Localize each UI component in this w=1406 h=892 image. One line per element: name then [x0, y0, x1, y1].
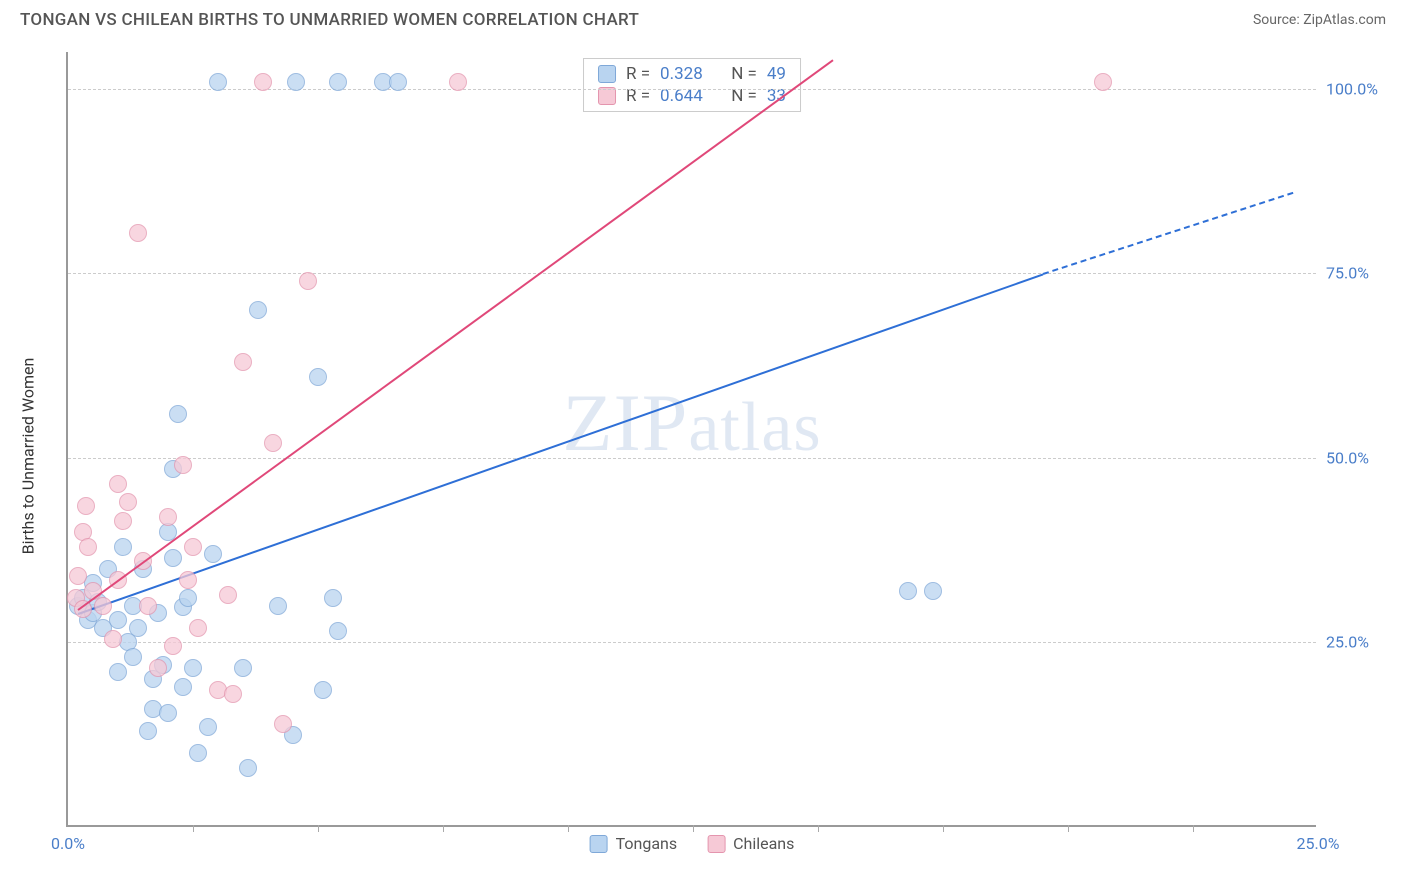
data-point: [179, 589, 197, 607]
stat-n-label: N =: [731, 64, 757, 84]
stat-r-label: R =: [626, 64, 650, 84]
data-point: [239, 759, 257, 777]
data-point: [104, 630, 122, 648]
data-point: [129, 224, 147, 242]
legend-label: Tongans: [616, 834, 678, 853]
data-point: [264, 434, 282, 452]
stat-r-value: 0.328: [660, 64, 703, 84]
data-point: [309, 368, 327, 386]
data-point: [199, 718, 217, 736]
data-point: [174, 678, 192, 696]
data-point: [109, 611, 127, 629]
plot-area: ZIPatlas R = 0.328 N = 49R = 0.644 N = 3…: [66, 52, 1316, 827]
chart-container: Births to Unmarried Women ZIPatlas R = 0…: [20, 46, 1386, 866]
x-minor-tick: [1068, 825, 1069, 832]
data-point: [254, 73, 272, 91]
x-minor-tick: [568, 825, 569, 832]
data-point: [269, 597, 287, 615]
legend-item: Tongans: [590, 834, 678, 853]
source-label: Source: ZipAtlas.com: [1253, 12, 1386, 28]
data-point: [119, 493, 137, 511]
data-point: [139, 722, 157, 740]
data-point: [169, 405, 187, 423]
data-point: [114, 538, 132, 556]
data-point: [77, 497, 95, 515]
data-point: [109, 475, 127, 493]
trend-line: [1043, 192, 1294, 275]
data-point: [164, 549, 182, 567]
data-point: [209, 73, 227, 91]
data-point: [149, 659, 167, 677]
data-point: [139, 597, 157, 615]
stats-row: R = 0.328 N = 49: [598, 63, 786, 85]
x-minor-tick: [818, 825, 819, 832]
stats-box: R = 0.328 N = 49R = 0.644 N = 33: [583, 58, 801, 112]
trend-line: [78, 273, 1044, 614]
data-point: [299, 272, 317, 290]
data-point: [124, 648, 142, 666]
y-tick-label: 100.0%: [1326, 79, 1386, 98]
data-point: [129, 619, 147, 637]
data-point: [274, 715, 292, 733]
x-minor-tick: [693, 825, 694, 832]
data-point: [219, 586, 237, 604]
data-point: [69, 567, 87, 585]
chart-title: TONGAN VS CHILEAN BIRTHS TO UNMARRIED WO…: [20, 10, 639, 30]
legend-item: Chileans: [707, 834, 794, 853]
data-point: [164, 637, 182, 655]
data-point: [249, 301, 267, 319]
data-point: [174, 456, 192, 474]
data-point: [287, 73, 305, 91]
legend-label: Chileans: [733, 834, 794, 853]
data-point: [184, 659, 202, 677]
data-point: [94, 597, 112, 615]
trend-line: [77, 60, 833, 611]
x-minor-tick: [318, 825, 319, 832]
gridline: [68, 458, 1316, 459]
data-point: [159, 508, 177, 526]
x-minor-tick: [193, 825, 194, 832]
data-point: [189, 744, 207, 762]
data-point: [389, 73, 407, 91]
data-point: [224, 685, 242, 703]
legend-swatch: [598, 65, 616, 83]
watermark: ZIPatlas: [562, 376, 821, 470]
gridline: [68, 89, 1316, 90]
legend-swatch: [707, 835, 725, 853]
data-point: [159, 704, 177, 722]
data-point: [234, 353, 252, 371]
data-point: [329, 73, 347, 91]
data-point: [449, 73, 467, 91]
y-tick-label: 50.0%: [1326, 448, 1386, 467]
data-point: [79, 538, 97, 556]
x-minor-tick: [1193, 825, 1194, 832]
y-tick-label: 25.0%: [1326, 633, 1386, 652]
data-point: [204, 545, 222, 563]
data-point: [314, 681, 332, 699]
x-minor-tick: [943, 825, 944, 832]
data-point: [1094, 73, 1112, 91]
data-point: [234, 659, 252, 677]
gridline: [68, 642, 1316, 643]
y-axis-label: Births to Unmarried Women: [19, 358, 38, 555]
data-point: [114, 512, 132, 530]
data-point: [109, 663, 127, 681]
x-tick-label: 25.0%: [1297, 834, 1340, 853]
stat-n-value: 49: [767, 64, 786, 84]
legend-swatch: [590, 835, 608, 853]
y-tick-label: 75.0%: [1326, 264, 1386, 283]
data-point: [324, 589, 342, 607]
data-point: [924, 582, 942, 600]
data-point: [189, 619, 207, 637]
data-point: [179, 571, 197, 589]
x-tick-label: 0.0%: [51, 834, 85, 853]
gridline: [68, 273, 1316, 274]
data-point: [329, 622, 347, 640]
legend: Tongans Chileans: [590, 834, 795, 853]
data-point: [184, 538, 202, 556]
data-point: [899, 582, 917, 600]
x-minor-tick: [443, 825, 444, 832]
